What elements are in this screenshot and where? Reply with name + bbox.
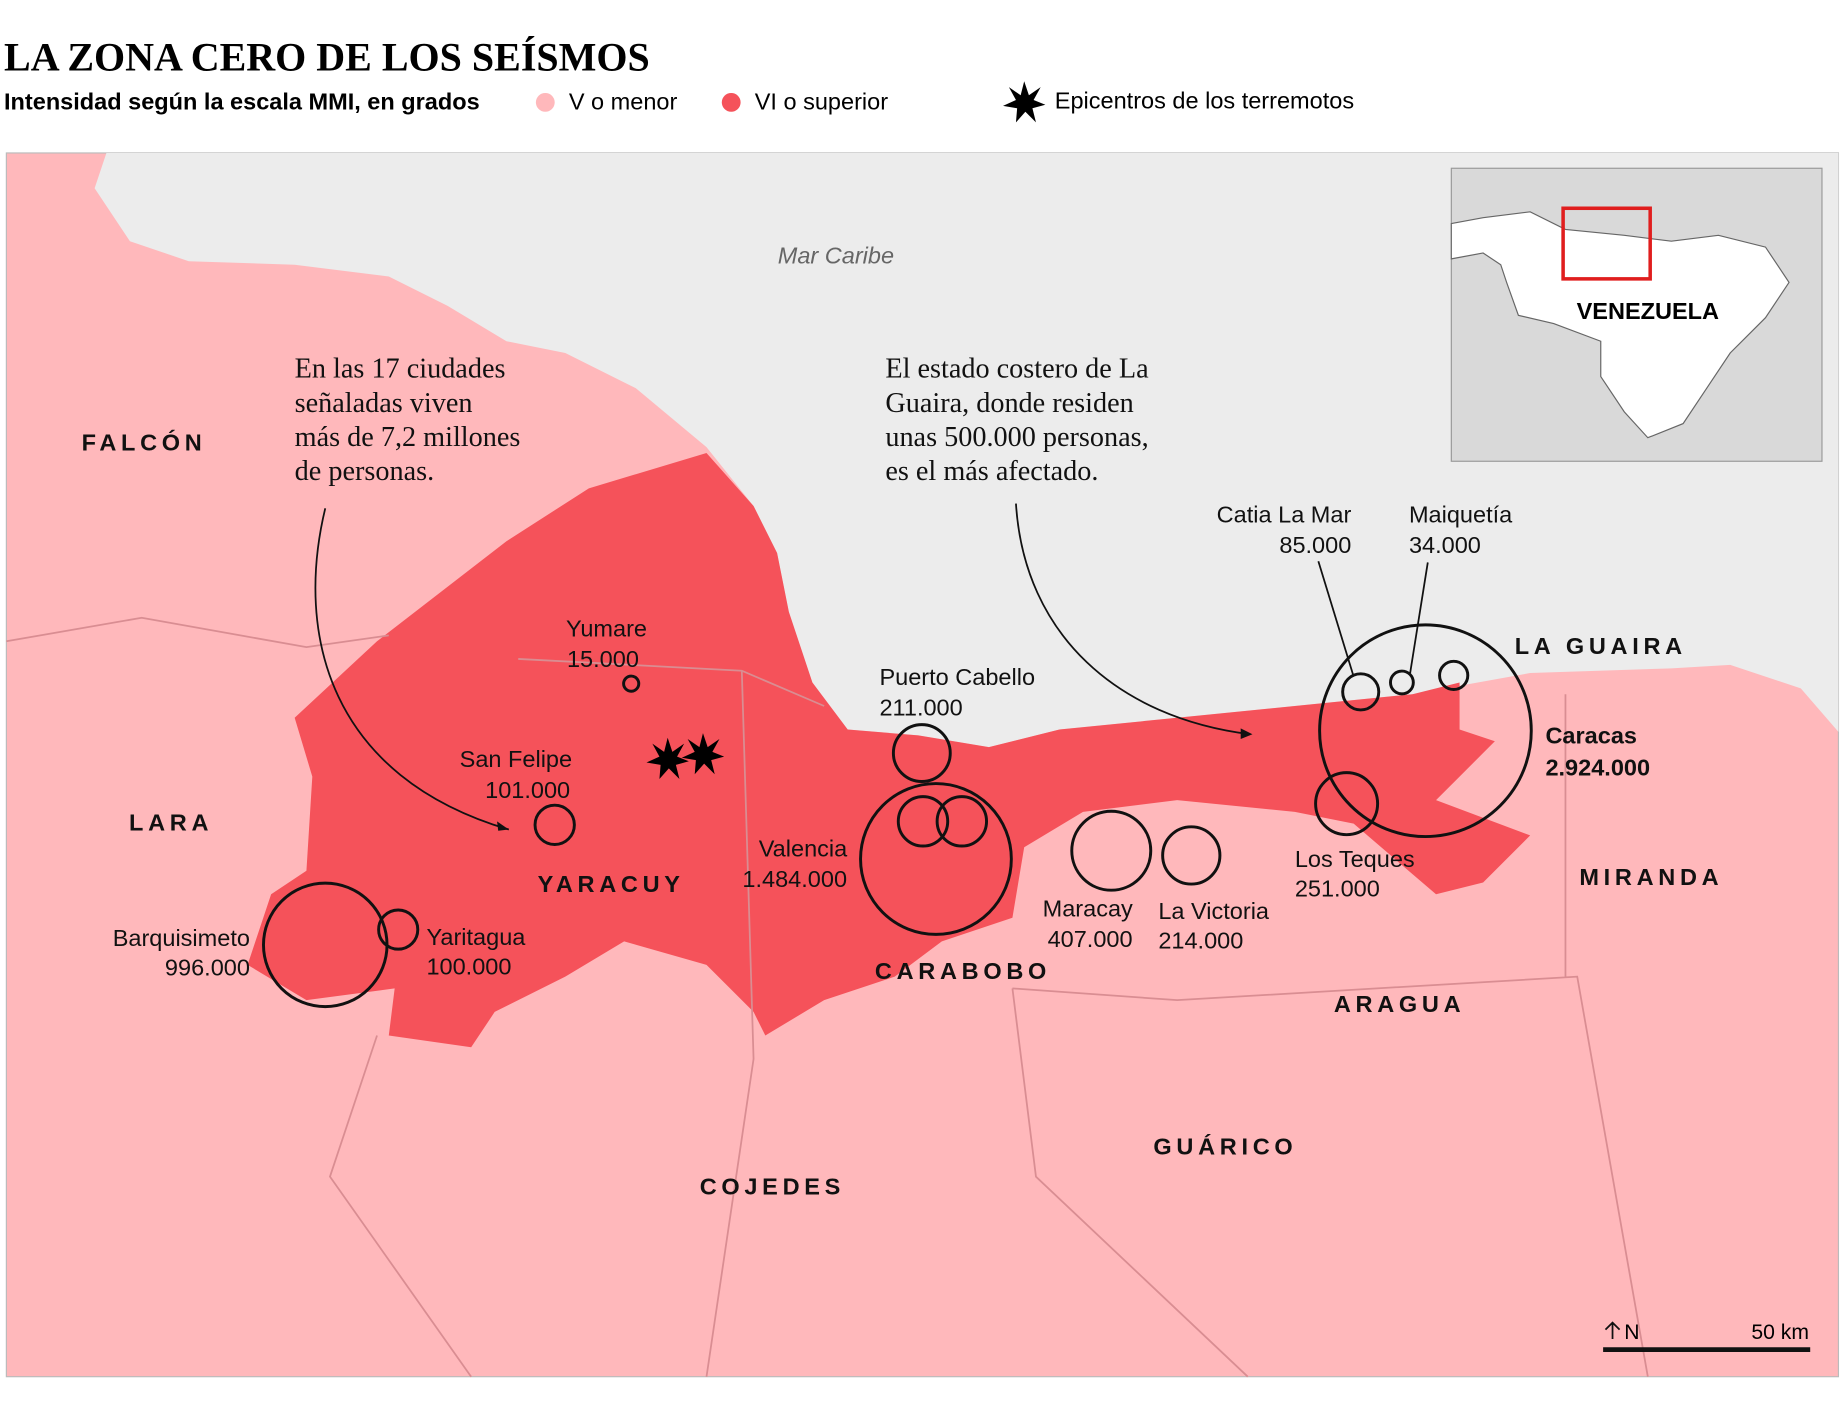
city-circle bbox=[377, 908, 420, 951]
city-name: Yumare bbox=[566, 616, 647, 642]
annotation: unas 500.000 personas, bbox=[885, 422, 1148, 453]
annotation: señaladas viven bbox=[295, 388, 473, 419]
city-population: 85.000 bbox=[1279, 532, 1351, 558]
city-circle bbox=[1438, 659, 1470, 691]
legend-label: V o menor bbox=[569, 88, 678, 114]
annotation: es el más afectado. bbox=[885, 456, 1098, 487]
city-circle bbox=[896, 795, 950, 848]
city-name: La Victoria bbox=[1158, 898, 1270, 924]
arrow-head bbox=[1240, 728, 1253, 739]
north-label: N bbox=[1624, 1321, 1639, 1344]
annotation: El estado costero de La bbox=[885, 354, 1149, 385]
city-circle bbox=[1389, 669, 1415, 696]
city-circle bbox=[1070, 809, 1153, 892]
city-name: Valencia bbox=[759, 836, 848, 862]
state-label: YARACUY bbox=[538, 871, 685, 897]
arrow-head bbox=[497, 821, 509, 831]
annotation: Guaira, donde residen bbox=[885, 388, 1133, 419]
inset-label: VENEZUELA bbox=[1577, 298, 1719, 324]
sea-label: Mar Caribe bbox=[778, 243, 894, 269]
arrow bbox=[314, 508, 510, 831]
city-name: Los Teques bbox=[1295, 846, 1415, 872]
city-population: 15.000 bbox=[567, 646, 639, 672]
city-population: 100.000 bbox=[426, 953, 511, 979]
scale-label: 50 km bbox=[1751, 1321, 1809, 1344]
city-circle bbox=[859, 782, 1013, 936]
city-name: Yaritagua bbox=[426, 924, 526, 950]
state-label: COJEDES bbox=[700, 1173, 845, 1199]
annotation: de personas. bbox=[295, 456, 434, 487]
legend-dot bbox=[535, 92, 555, 112]
state-label: FALCÓN bbox=[82, 429, 207, 456]
north-arrow bbox=[1604, 1321, 1621, 1340]
city-circle bbox=[1341, 672, 1381, 712]
state-label: CARABOBO bbox=[875, 958, 1051, 984]
city-population: 214.000 bbox=[1158, 927, 1243, 953]
state-label: GUÁRICO bbox=[1153, 1132, 1297, 1159]
city-name: Catia La Mar bbox=[1217, 501, 1352, 527]
leader-line bbox=[1409, 562, 1429, 674]
city-population: 211.000 bbox=[879, 694, 962, 720]
annotation: más de 7,2 millones bbox=[295, 422, 521, 453]
city-name: Maracay bbox=[1043, 896, 1133, 922]
city-circle bbox=[1161, 825, 1222, 886]
arrow bbox=[1015, 503, 1251, 736]
city-population: 251.000 bbox=[1295, 876, 1380, 902]
title: LA ZONA CERO DE LOS SEÍSMOS bbox=[4, 35, 650, 80]
legend-label: Epicentros de los terremotos bbox=[1055, 87, 1354, 113]
city-circle bbox=[935, 795, 989, 848]
state-label: LA GUAIRA bbox=[1515, 633, 1687, 659]
city-circle bbox=[622, 674, 641, 693]
city-name: Caracas bbox=[1545, 723, 1637, 749]
city-circle bbox=[1318, 623, 1533, 839]
city-population: 101.000 bbox=[485, 777, 570, 803]
city-name: San Felipe bbox=[460, 746, 572, 772]
city-population: 407.000 bbox=[1048, 926, 1133, 952]
annotation: En las 17 ciudades bbox=[295, 354, 506, 385]
city-circle bbox=[891, 723, 952, 783]
city-population: 2.924.000 bbox=[1545, 754, 1650, 780]
city-circle bbox=[1314, 771, 1380, 837]
legend-label: VI o superior bbox=[755, 88, 888, 114]
legend-dot bbox=[721, 92, 741, 112]
city-circle bbox=[533, 803, 576, 846]
inset-map bbox=[1450, 167, 1823, 462]
city-population: 996.000 bbox=[165, 954, 250, 980]
city-name: Puerto Cabello bbox=[879, 664, 1035, 690]
state-label: LARA bbox=[129, 810, 213, 836]
state-label: ARAGUA bbox=[1334, 991, 1465, 1017]
legend-star bbox=[1003, 81, 1046, 123]
subtitle: Intensidad según la escala MMI, en grado… bbox=[4, 88, 480, 114]
state-label: MIRANDA bbox=[1579, 864, 1723, 890]
city-name: Maiquetía bbox=[1409, 501, 1513, 527]
city-population: 34.000 bbox=[1409, 532, 1481, 558]
city-population: 1.484.000 bbox=[742, 866, 847, 892]
city-name: Barquisimeto bbox=[113, 925, 250, 951]
